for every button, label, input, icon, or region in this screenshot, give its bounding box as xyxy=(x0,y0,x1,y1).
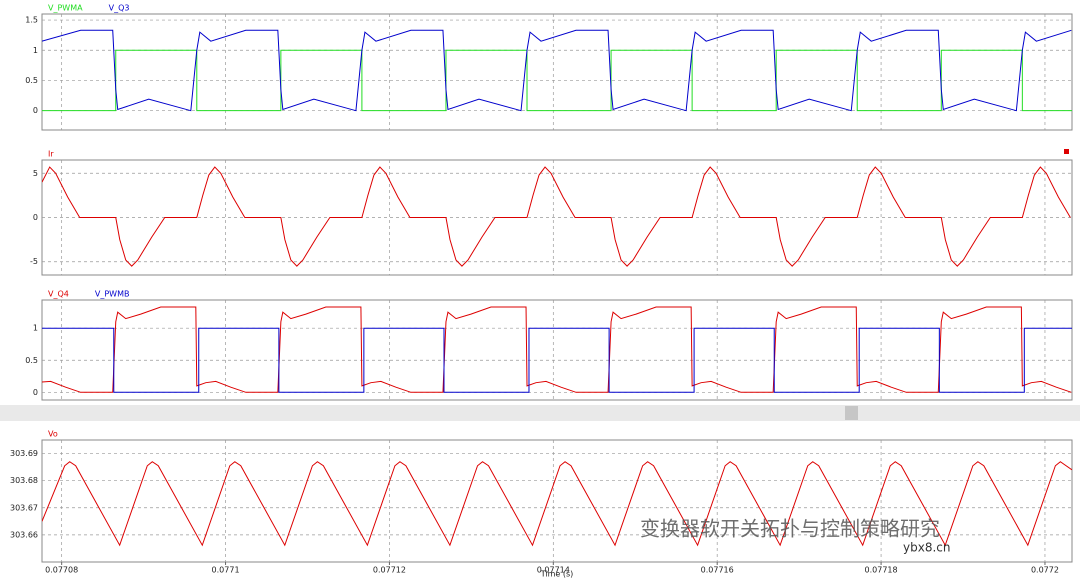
watermark-site: ybx8.cn xyxy=(903,541,950,555)
y-tick-label: 303.66 xyxy=(10,530,38,539)
x-tick-label: 0.0772 xyxy=(1031,566,1059,575)
y-tick-label: 1 xyxy=(33,324,38,333)
y-tick-label: 0.5 xyxy=(25,356,38,365)
scroll-band[interactable] xyxy=(0,405,1080,421)
scroll-thumb[interactable] xyxy=(845,406,858,420)
x-tick-label: 0.0771 xyxy=(212,566,240,575)
y-tick-label: 303.69 xyxy=(10,449,38,458)
plot-area xyxy=(41,439,1073,563)
trace xyxy=(42,166,1071,267)
trace xyxy=(42,461,1072,547)
legend-label: Vo xyxy=(48,430,58,439)
legend-label: V_PWMB xyxy=(95,290,130,299)
watermark: 变换器软开关拓扑与控制策略研究 xyxy=(640,517,940,541)
plot-area xyxy=(41,299,1073,401)
x-tick-label: 0.07712 xyxy=(373,566,406,575)
legend-label: V_Q3 xyxy=(109,4,130,13)
y-tick-label: 303.68 xyxy=(10,476,38,485)
y-tick-label: -5 xyxy=(30,257,38,266)
x-tick-label: 0.07708 xyxy=(45,566,78,575)
y-tick-label: 0 xyxy=(33,388,38,397)
trace xyxy=(42,327,1072,393)
legend-label: Ir xyxy=(48,150,54,159)
x-axis-label: Time (s) xyxy=(540,570,574,578)
cursor-marker xyxy=(1064,149,1069,154)
x-tick-label: 0.07718 xyxy=(865,566,898,575)
legend-label: V_Q4 xyxy=(48,290,69,299)
y-tick-label: 0.5 xyxy=(25,76,38,85)
y-tick-label: 0 xyxy=(33,213,38,222)
legend-label: V_PWMA xyxy=(48,4,83,13)
y-tick-label: 5 xyxy=(33,169,38,178)
trace xyxy=(42,49,1072,112)
y-tick-label: 1.5 xyxy=(25,16,38,25)
y-tick-label: 1 xyxy=(33,46,38,55)
y-tick-label: 0 xyxy=(33,106,38,115)
x-tick-label: 0.07714 xyxy=(537,566,570,575)
trace xyxy=(42,306,1072,393)
x-tick-label: 0.07716 xyxy=(701,566,734,575)
trace xyxy=(42,29,1072,112)
y-tick-label: 303.67 xyxy=(10,503,38,512)
